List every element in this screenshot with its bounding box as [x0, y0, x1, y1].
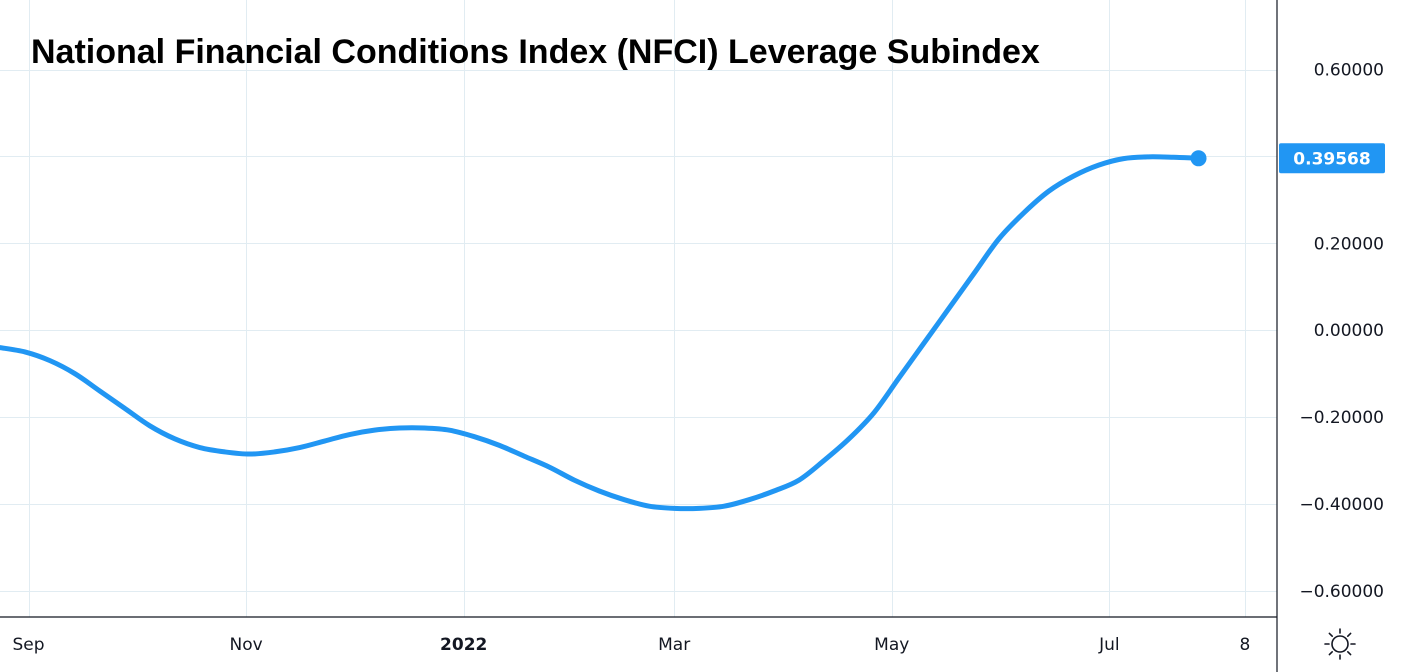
chart-title: National Financial Conditions Index (NFC…	[31, 33, 1040, 71]
y-tick-label: −0.60000	[1299, 582, 1384, 602]
grid	[0, 0, 1277, 617]
x-tick-label: Jul	[1098, 635, 1120, 655]
y-tick-label: 0.20000	[1314, 234, 1384, 254]
last-value-text: 0.39568	[1293, 149, 1370, 169]
series-layer	[0, 150, 1207, 512]
x-tick-label: Mar	[658, 635, 690, 655]
x-tick-label: May	[874, 635, 909, 655]
axes	[0, 0, 1278, 672]
y-tick-label: 0.00000	[1314, 321, 1384, 341]
last-value-badge	[1279, 143, 1385, 174]
x-axis-ticks: Sep Nov 2022 Mar May Jul 8	[13, 635, 1251, 655]
y-tick-label: 0.60000	[1314, 61, 1384, 81]
y-axis-ticks: 0.60000 0.20000 0.00000 −0.20000 −0.40000 −0.…	[1299, 61, 1384, 602]
last-point-marker	[1190, 150, 1207, 167]
sun-settings-icon[interactable]	[1324, 628, 1356, 660]
y-tick-label: −0.20000	[1299, 408, 1384, 428]
series-line	[0, 154, 1202, 512]
x-tick-label: 2022	[440, 635, 487, 655]
last-value-label: 0.39568	[1279, 143, 1385, 174]
x-tick-label: 8	[1239, 635, 1250, 655]
x-tick-label: Nov	[230, 635, 263, 655]
y-tick-label: −0.40000	[1299, 495, 1384, 515]
x-tick-label: Sep	[13, 635, 45, 655]
